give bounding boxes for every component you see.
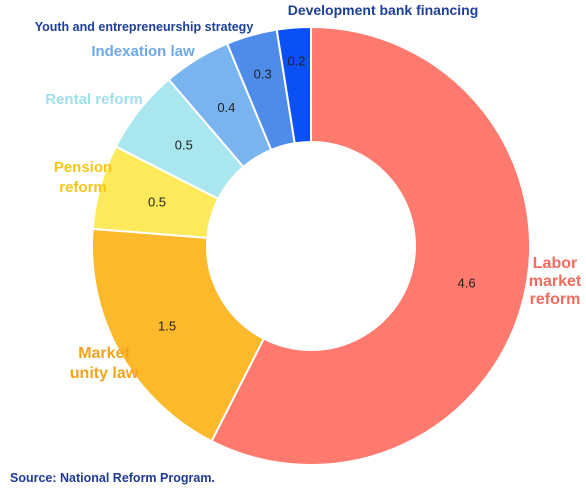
slice-development-bank-financing <box>275 25 312 145</box>
value-label-rental-reform: 0.5 <box>175 138 193 153</box>
value-labels: 4.6 1.5 0.5 0.5 0.4 0.3 0.2 <box>148 54 476 334</box>
category-label-development-bank-financing: Development bank financing <box>288 2 479 18</box>
source-note: Source: National Reform Program. <box>10 471 215 485</box>
category-label-rental-reform: Rental reform <box>45 91 143 108</box>
value-label-development-bank-financing: 0.2 <box>287 54 305 69</box>
value-label-youth-and-entrepreneurship-strategy: 0.3 <box>254 67 272 82</box>
slice-labor-market-reform <box>210 25 531 466</box>
slice-market-unity-law <box>91 227 266 443</box>
value-label-pension-reform: 0.5 <box>148 195 166 210</box>
category-label-pension-reform: Pension reform <box>54 159 112 196</box>
category-labels: Labor market reform Market unity law Pension r… <box>35 2 582 382</box>
category-label-labor-market-reform: Labor market reform <box>529 255 582 308</box>
category-label-indexation-law: Indexation law <box>91 43 195 60</box>
value-label-market-unity-law: 1.5 <box>158 319 176 334</box>
donut-slices <box>91 25 531 466</box>
value-label-indexation-law: 0.4 <box>217 100 235 115</box>
category-label-market-unity-law: Market unity law <box>70 345 139 382</box>
category-label-youth-and-entrepreneurship-strategy: Youth and entrepreneurship strategy <box>35 20 254 34</box>
value-label-labor-market-reform: 4.6 <box>458 275 476 290</box>
